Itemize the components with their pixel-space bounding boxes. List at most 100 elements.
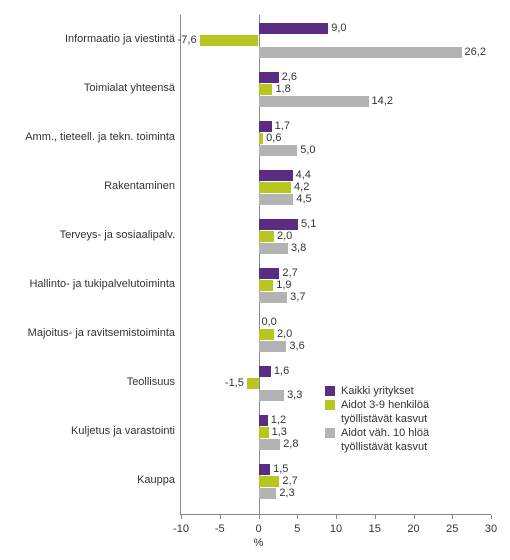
bar-value-label: 9,0 — [331, 22, 346, 34]
x-tick-label: 25 — [446, 523, 458, 535]
bar-value-label: -7,6 — [178, 34, 197, 46]
bar-value-label: 4,5 — [296, 193, 311, 205]
bar — [259, 96, 369, 107]
x-tick — [259, 515, 260, 519]
bar-value-label: 0,0 — [262, 316, 277, 328]
x-tick — [181, 515, 182, 519]
x-tick — [220, 515, 221, 519]
bar-value-label: 2,7 — [282, 475, 297, 487]
bar — [259, 133, 264, 144]
x-tick-label: 15 — [369, 523, 381, 535]
x-tick-label: 20 — [407, 523, 419, 535]
bar — [259, 23, 329, 34]
bar-value-label: 3,3 — [287, 389, 302, 401]
legend-item: työllistävät kasvut — [325, 441, 429, 453]
legend-item: Aidot väh. 10 hlöä — [325, 427, 429, 439]
bar-value-label: 4,2 — [294, 181, 309, 193]
category-label: Majoitus- ja ravitsemistoiminta — [15, 327, 175, 339]
category-label: Informaatio ja viestintä — [15, 33, 175, 45]
category-label: Hallinto- ja tukipalvelutoiminta — [15, 278, 175, 290]
bar-value-label: 1,2 — [271, 414, 286, 426]
category-label: Rakentaminen — [15, 180, 175, 192]
x-tick-label: 30 — [485, 523, 497, 535]
bar-value-label: 0,6 — [266, 132, 281, 144]
bar — [259, 194, 294, 205]
legend-item: työllistävät kasvut — [325, 413, 429, 425]
bar — [259, 84, 273, 95]
bar — [259, 329, 275, 340]
x-tick — [452, 515, 453, 519]
grouped-horizontal-bar-chart: -10-50510152025309,0-7,626,22,61,814,21,… — [10, 10, 500, 550]
bar-value-label: 3,6 — [289, 340, 304, 352]
bar-value-label: 1,6 — [274, 365, 289, 377]
bar — [259, 182, 292, 193]
legend-label: työllistävät kasvut — [341, 441, 427, 453]
bar-value-label: 4,4 — [296, 169, 311, 181]
bar-value-label: 3,8 — [291, 242, 306, 254]
bar-value-label: 1,3 — [272, 426, 287, 438]
bar-value-label: 3,7 — [290, 291, 305, 303]
bar — [200, 35, 259, 46]
category-label: Amm., tieteell. ja tekn. toiminta — [15, 131, 175, 143]
bar-value-label: 1,8 — [275, 83, 290, 95]
bar-value-label: 5,0 — [300, 144, 315, 156]
legend-item: Kaikki yritykset — [325, 385, 429, 397]
bar — [259, 170, 293, 181]
bar — [259, 439, 281, 450]
bar-value-label: 2,8 — [283, 438, 298, 450]
x-tick-label: -10 — [173, 523, 189, 535]
bar — [259, 366, 271, 377]
bar-value-label: 1,7 — [275, 120, 290, 132]
bar — [259, 488, 277, 499]
bar-value-label: 2,0 — [277, 328, 292, 340]
x-tick — [414, 515, 415, 519]
bar — [259, 390, 285, 401]
bar — [259, 415, 268, 426]
bar-value-label: 1,9 — [276, 279, 291, 291]
legend-swatch — [325, 400, 335, 410]
category-label: Kauppa — [15, 474, 175, 486]
bar-value-label: 14,2 — [372, 95, 393, 107]
x-tick-label: 5 — [294, 523, 300, 535]
bar — [259, 280, 274, 291]
legend-label: Kaikki yritykset — [341, 385, 414, 397]
x-tick-label: 10 — [330, 523, 342, 535]
bar-value-label: 5,1 — [301, 218, 316, 230]
bar — [259, 464, 271, 475]
legend-swatch — [325, 386, 335, 396]
bar-value-label: 2,0 — [277, 230, 292, 242]
bar — [259, 292, 288, 303]
legend-label: Aidot väh. 10 hlöä — [341, 427, 429, 439]
bar-value-label: -1,5 — [225, 377, 244, 389]
bar — [259, 219, 299, 230]
bar — [259, 145, 298, 156]
bar — [259, 121, 272, 132]
category-label: Kuljetus ja varastointi — [15, 425, 175, 437]
legend-label: Aidot 3-9 henkilöä — [341, 399, 429, 411]
bar-value-label: 1,5 — [273, 463, 288, 475]
x-tick-label: 0 — [255, 523, 261, 535]
bar — [259, 268, 280, 279]
x-tick — [297, 515, 298, 519]
bar — [259, 47, 462, 58]
legend-swatch — [325, 414, 335, 424]
x-tick — [336, 515, 337, 519]
x-tick — [491, 515, 492, 519]
x-tick — [375, 515, 376, 519]
bar-value-label: 2,6 — [282, 71, 297, 83]
bar-value-label: 2,7 — [282, 267, 297, 279]
legend-swatch — [325, 442, 335, 452]
bar — [259, 72, 279, 83]
x-axis-title: % — [254, 537, 264, 549]
legend-item: Aidot 3-9 henkilöä — [325, 399, 429, 411]
category-label: Terveys- ja sosiaalipalv. — [15, 229, 175, 241]
bar — [259, 243, 288, 254]
bar — [259, 341, 287, 352]
x-tick-label: -5 — [215, 523, 225, 535]
legend: Kaikki yritykset Aidot 3-9 henkilöä työlli… — [325, 385, 429, 455]
category-label: Toimialat yhteensä — [15, 82, 175, 94]
category-label: Teollisuus — [15, 376, 175, 388]
bar — [259, 231, 275, 242]
legend-swatch — [325, 428, 335, 438]
bar-value-label: 2,3 — [279, 487, 294, 499]
